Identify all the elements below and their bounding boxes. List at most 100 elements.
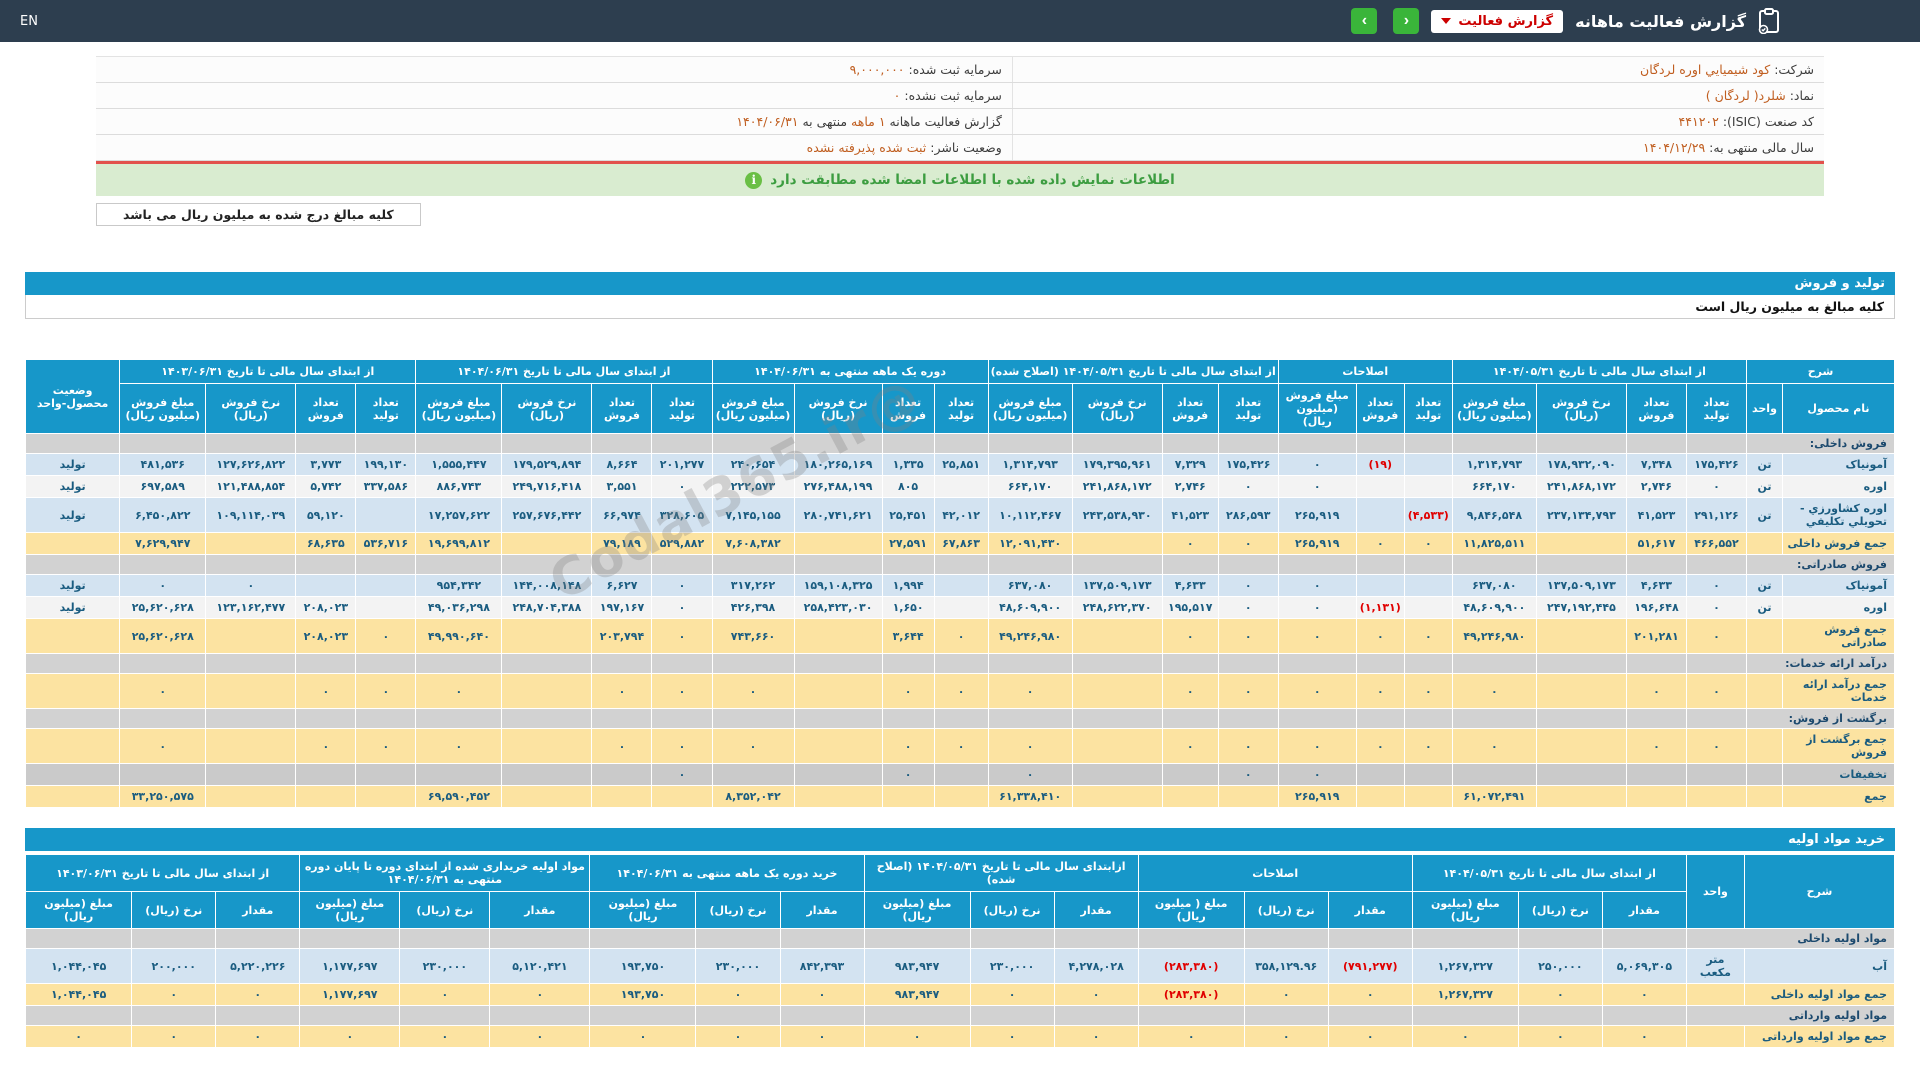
- value-cell: ۰: [1685, 574, 1747, 597]
- section-title-production-sales: تولید و فروش: [25, 272, 1895, 295]
- value-cell: ۵,۱۲۰,۴۲۱: [489, 948, 591, 984]
- unit-cell: تن: [1745, 475, 1783, 498]
- table-cell: [205, 708, 297, 729]
- value-cell: ۰: [591, 728, 653, 764]
- value-cell: ۰: [1517, 983, 1603, 1006]
- report-type-dropdown[interactable]: گزارش فعالیت: [1431, 9, 1564, 33]
- value-cell: ۵,۲۲۰,۲۲۶: [215, 948, 301, 984]
- value-cell: ۳۳,۲۵۰,۵۷۵: [119, 785, 207, 808]
- report-period-value: ۱ ماهه: [851, 114, 886, 129]
- table-cell: [1071, 708, 1163, 729]
- value-cell: ۱۷۹,۳۹۵,۹۶۱: [1071, 453, 1163, 476]
- value-cell: ۰: [1355, 618, 1405, 654]
- value-cell: ۲۴۳,۵۳۸,۹۳۰: [1071, 497, 1163, 533]
- value-cell: [1625, 785, 1687, 808]
- value-cell: ۰: [1451, 673, 1537, 709]
- value-cell: ۶۶,۹۷۴: [591, 497, 653, 533]
- language-switch-en[interactable]: EN: [20, 13, 38, 29]
- column-header: نرخ (ریال): [1517, 891, 1603, 929]
- value-cell: [881, 785, 935, 808]
- row-label: جمع برگشت از فروش: [1781, 728, 1896, 764]
- column-group-header: واحد: [1685, 854, 1745, 929]
- next-report-button[interactable]: ›: [1351, 8, 1378, 34]
- value-cell: ۱۹۵,۵۱۷: [1161, 596, 1219, 619]
- value-cell: [651, 785, 713, 808]
- value-cell: ۰: [399, 983, 491, 1006]
- table-cell: [355, 433, 417, 454]
- column-group-header: ازابتدای سال مالی تا تاریخ ۱۴۰۴/۰۵/۳۱ (ا…: [863, 854, 1139, 892]
- column-header: مبلغ فروش (میلیون ریال): [987, 383, 1073, 434]
- value-cell: ۶۶۴,۱۷۰: [987, 475, 1073, 498]
- signed-data-notice: اطلاعات نمایش داده شده با اطلاعات امضا ش…: [96, 164, 1824, 196]
- table-cell: [489, 1005, 591, 1026]
- value-cell: ۲۷,۵۹۱: [881, 532, 935, 555]
- unit-note-row: کلیه مبالغ درج شده به میلیون ریال می باش…: [96, 203, 1824, 226]
- value-cell: ۰: [1217, 475, 1279, 498]
- value-cell: ۰: [1053, 983, 1139, 1006]
- table-cell: [881, 554, 935, 575]
- value-cell: ۰: [1277, 596, 1357, 619]
- value-cell: ۲۳۷,۱۳۴,۷۹۳: [1535, 497, 1627, 533]
- table-cell: [1327, 928, 1413, 949]
- value-cell: ۰: [1277, 574, 1357, 597]
- value-cell: ۶,۶۲۷: [591, 574, 653, 597]
- previous-report-button[interactable]: ‹: [1393, 8, 1420, 34]
- value-cell: ۰: [1601, 983, 1687, 1006]
- value-cell: ۶۸,۶۳۵: [295, 532, 357, 555]
- table-cell: [589, 1005, 697, 1026]
- table-cell: [1071, 554, 1163, 575]
- value-cell: ۰: [295, 728, 357, 764]
- row-label: جمع فروش صادراتی: [1781, 618, 1896, 654]
- value-cell: ۰: [1277, 673, 1357, 709]
- table-cell: [501, 554, 593, 575]
- value-cell: ۱۴۴,۰۰۸,۱۴۸: [501, 574, 593, 597]
- value-cell: (۲۸۳,۳۸۰): [1137, 983, 1245, 1006]
- value-cell: ۰: [1403, 728, 1453, 764]
- main-content: تولید و فروش کلیه مبالغ به میلیون ریال ا…: [24, 272, 1896, 1048]
- value-cell: ۰: [651, 596, 713, 619]
- value-cell: ۲۰۸,۰۲۳: [295, 596, 357, 619]
- value-cell: ۰: [1355, 532, 1405, 555]
- value-cell: ۰: [1277, 475, 1357, 498]
- value-cell: ۸,۶۶۴: [591, 453, 653, 476]
- column-group-header: شرح: [1743, 854, 1896, 929]
- value-cell: [933, 596, 989, 619]
- value-cell: ۱۷۹,۵۲۹,۸۹۴: [501, 453, 593, 476]
- unit-cell: [1745, 728, 1783, 764]
- value-cell: (۲۸۳,۳۸۰): [1137, 948, 1245, 984]
- value-cell: [591, 763, 653, 786]
- column-group-header: شرح: [1745, 359, 1896, 384]
- value-cell: ۱۲۱,۴۸۸,۸۵۴: [205, 475, 297, 498]
- column-header: نام محصول: [1781, 383, 1896, 434]
- table-row: اوره تن ۰ ۲,۷۴۶ ۲۴۱,۸۶۸,۱۷۲ ۶۶۴,۱۷۰ ۰ ۰ ۲,۷۴۶ ۲۴۱…: [24, 475, 1896, 498]
- row-label: جمع: [1781, 785, 1896, 808]
- value-cell: ۲۵۰,۰۰۰: [1517, 948, 1603, 984]
- table-cell: [1327, 1005, 1413, 1026]
- value-cell: ۱,۳۱۴,۷۹۳: [987, 453, 1073, 476]
- value-cell: ۳۲۸,۶۰۵: [651, 497, 713, 533]
- value-cell: [295, 574, 357, 597]
- table-cell: [1355, 708, 1405, 729]
- value-cell: [1535, 673, 1627, 709]
- value-cell: ۲۷۶,۴۸۸,۱۹۹: [793, 475, 883, 498]
- value-cell: (۱۹): [1355, 453, 1405, 476]
- table-cell: [24, 433, 121, 454]
- value-cell: ۱۲۳,۱۶۲,۴۷۷: [205, 596, 297, 619]
- table-row: برگشت از فروش:: [24, 708, 1896, 729]
- column-header: مقدار: [215, 891, 301, 929]
- unit-cell: [1745, 673, 1783, 709]
- table-row: جمع ۶۱,۰۷۲,۴۹۱ ۲۶۵,۹۱۹ ۶۱,۳۳۸,۴۱۰ ۸,۳۵۲,۰۴۲ ۶…: [24, 785, 1896, 808]
- value-cell: ۰: [24, 1025, 133, 1048]
- value-cell: ۱,۶۵۰: [881, 596, 935, 619]
- column-header: نرخ (ریال): [399, 891, 491, 929]
- value-cell: ۰: [1403, 532, 1453, 555]
- value-cell: ۴۹,۲۴۶,۹۸۰: [1451, 618, 1537, 654]
- value-cell: ۴۹,۰۳۶,۲۹۸: [415, 596, 503, 619]
- row-label: تخفیفات: [1781, 763, 1896, 786]
- table-cell: [933, 554, 989, 575]
- column-header: مبلغ (میلیون ریال): [299, 891, 401, 929]
- value-cell: ۱,۳۳۵: [881, 453, 935, 476]
- value-cell: ۰: [881, 763, 935, 786]
- table-cell: [1535, 708, 1627, 729]
- unit-cell: [1685, 983, 1745, 1006]
